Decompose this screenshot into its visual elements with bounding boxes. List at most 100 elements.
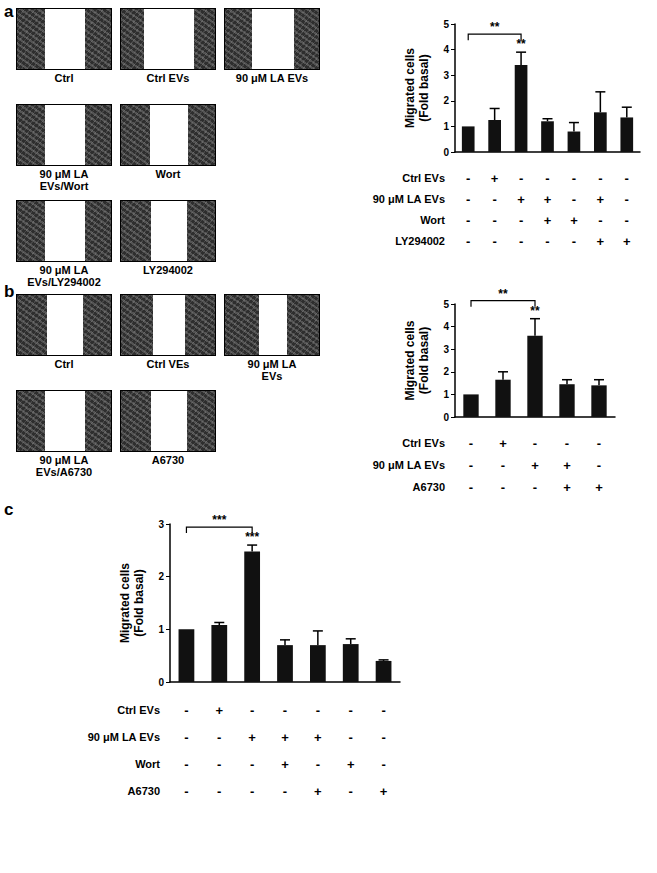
svg-text:(Fold basal): (Fold basal) bbox=[417, 327, 431, 394]
svg-text:(Fold basal): (Fold basal) bbox=[417, 54, 431, 121]
svg-text:-: - bbox=[217, 757, 221, 772]
svg-text:+: + bbox=[563, 480, 571, 495]
svg-text:-: - bbox=[466, 171, 470, 186]
svg-text:90 μM LA EVs: 90 μM LA EVs bbox=[373, 193, 445, 205]
svg-text:+: + bbox=[597, 234, 605, 249]
svg-text:+: + bbox=[544, 192, 552, 207]
svg-text:+: + bbox=[314, 784, 322, 799]
svg-text:0: 0 bbox=[443, 412, 449, 423]
svg-text:4: 4 bbox=[443, 321, 449, 332]
svg-text:-: - bbox=[184, 703, 188, 718]
svg-text:Ctrl EVs: Ctrl EVs bbox=[402, 172, 445, 184]
svg-text:3: 3 bbox=[443, 344, 449, 355]
svg-text:(Fold basal): (Fold basal) bbox=[132, 569, 146, 636]
svg-text:***: *** bbox=[212, 513, 226, 527]
svg-text:-: - bbox=[492, 234, 496, 249]
svg-text:3: 3 bbox=[158, 519, 164, 530]
svg-text:A6730: A6730 bbox=[128, 785, 160, 797]
svg-text:-: - bbox=[519, 234, 523, 249]
svg-text:+: + bbox=[597, 192, 605, 207]
svg-text:90 μM LA EVs: 90 μM LA EVs bbox=[373, 459, 445, 471]
svg-text:+: + bbox=[544, 213, 552, 228]
svg-text:-: - bbox=[501, 458, 505, 473]
svg-text:-: - bbox=[250, 757, 254, 772]
svg-text:-: - bbox=[381, 757, 385, 772]
svg-text:Migrated cells: Migrated cells bbox=[403, 48, 417, 128]
svg-text:Wort: Wort bbox=[135, 758, 160, 770]
svg-text:-: - bbox=[519, 171, 523, 186]
svg-text:3: 3 bbox=[443, 70, 449, 81]
svg-text:-: - bbox=[501, 480, 505, 495]
svg-text:+: + bbox=[531, 458, 539, 473]
svg-text:90 μM LA EVs: 90 μM LA EVs bbox=[88, 731, 160, 743]
svg-text:+: + bbox=[281, 757, 289, 772]
svg-text:2: 2 bbox=[443, 95, 449, 106]
svg-text:Wort: Wort bbox=[420, 214, 445, 226]
svg-text:-: - bbox=[533, 480, 537, 495]
svg-text:Ctrl EVs: Ctrl EVs bbox=[402, 437, 445, 449]
svg-text:-: - bbox=[349, 730, 353, 745]
svg-text:-: - bbox=[469, 480, 473, 495]
svg-text:-: - bbox=[250, 784, 254, 799]
svg-text:-: - bbox=[184, 757, 188, 772]
svg-text:-: - bbox=[565, 436, 569, 451]
svg-text:**: ** bbox=[490, 20, 500, 34]
svg-text:Migrated cells: Migrated cells bbox=[403, 320, 417, 400]
svg-text:-: - bbox=[597, 458, 601, 473]
svg-text:-: - bbox=[572, 171, 576, 186]
svg-text:+: + bbox=[347, 757, 355, 772]
svg-text:-: - bbox=[572, 234, 576, 249]
svg-text:-: - bbox=[597, 436, 601, 451]
svg-text:-: - bbox=[349, 703, 353, 718]
svg-text:-: - bbox=[572, 192, 576, 207]
svg-text:-: - bbox=[533, 436, 537, 451]
svg-text:-: - bbox=[381, 730, 385, 745]
svg-text:1: 1 bbox=[443, 389, 449, 400]
svg-text:-: - bbox=[381, 703, 385, 718]
svg-text:LY294002: LY294002 bbox=[395, 235, 445, 247]
svg-text:4: 4 bbox=[443, 44, 449, 55]
svg-text:-: - bbox=[316, 757, 320, 772]
svg-text:0: 0 bbox=[158, 677, 164, 688]
svg-text:-: - bbox=[184, 730, 188, 745]
svg-text:-: - bbox=[466, 213, 470, 228]
svg-text:+: + bbox=[517, 192, 525, 207]
svg-text:+: + bbox=[314, 730, 322, 745]
svg-text:+: + bbox=[563, 458, 571, 473]
svg-text:+: + bbox=[248, 730, 256, 745]
svg-text:-: - bbox=[316, 703, 320, 718]
svg-text:-: - bbox=[283, 703, 287, 718]
svg-text:2: 2 bbox=[158, 571, 164, 582]
svg-text:1: 1 bbox=[443, 121, 449, 132]
svg-text:5: 5 bbox=[443, 299, 449, 310]
svg-text:-: - bbox=[519, 213, 523, 228]
svg-text:-: - bbox=[466, 234, 470, 249]
svg-text:1: 1 bbox=[158, 624, 164, 635]
svg-text:+: + bbox=[215, 703, 223, 718]
svg-text:-: - bbox=[469, 436, 473, 451]
svg-text:+: + bbox=[623, 234, 631, 249]
svg-text:+: + bbox=[499, 436, 507, 451]
svg-text:-: - bbox=[545, 171, 549, 186]
svg-text:-: - bbox=[250, 703, 254, 718]
svg-text:Migrated cells: Migrated cells bbox=[118, 563, 132, 643]
svg-text:**: ** bbox=[498, 287, 508, 301]
svg-text:-: - bbox=[217, 784, 221, 799]
svg-text:2: 2 bbox=[443, 366, 449, 377]
svg-text:-: - bbox=[598, 213, 602, 228]
svg-text:-: - bbox=[492, 192, 496, 207]
svg-text:+: + bbox=[570, 213, 578, 228]
svg-text:Ctrl EVs: Ctrl EVs bbox=[117, 704, 160, 716]
svg-text:-: - bbox=[598, 171, 602, 186]
svg-text:-: - bbox=[217, 730, 221, 745]
svg-text:-: - bbox=[283, 784, 287, 799]
svg-text:-: - bbox=[466, 192, 470, 207]
svg-text:-: - bbox=[625, 192, 629, 207]
svg-text:-: - bbox=[349, 784, 353, 799]
svg-text:-: - bbox=[469, 458, 473, 473]
svg-text:-: - bbox=[625, 213, 629, 228]
svg-text:-: - bbox=[625, 171, 629, 186]
svg-text:+: + bbox=[595, 480, 603, 495]
svg-text:-: - bbox=[492, 213, 496, 228]
svg-text:-: - bbox=[184, 784, 188, 799]
